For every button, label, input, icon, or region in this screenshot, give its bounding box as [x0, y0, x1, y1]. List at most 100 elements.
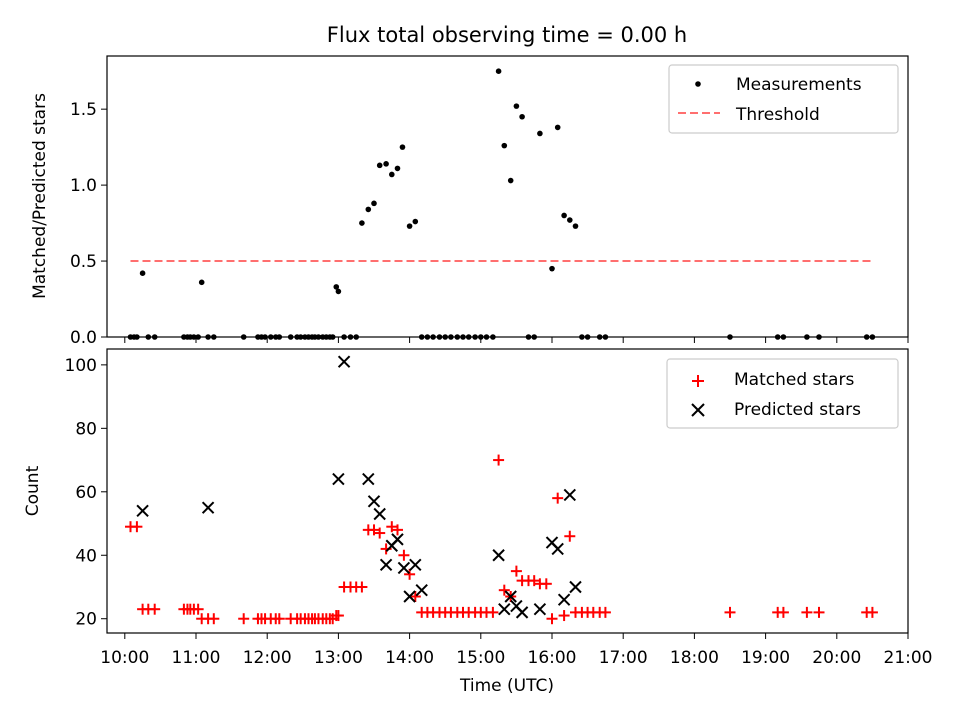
predicted-star-point: [332, 472, 345, 486]
legend-threshold-label: Threshold: [735, 105, 820, 125]
measurement-point: [139, 270, 146, 277]
predicted-star-point: [533, 602, 547, 616]
measurement-point: [376, 162, 383, 169]
legend-measurements-label: Measurements: [736, 75, 862, 95]
legend-matched-marker: [692, 375, 704, 387]
bottom-xtick-label: 14:00: [385, 648, 434, 668]
measurement-point: [567, 217, 573, 223]
bottom-xtick-label: 16:00: [528, 648, 577, 668]
predicted-star-point: [201, 501, 215, 514]
predicted-star-point: [362, 472, 375, 486]
measurement-point: [394, 165, 401, 172]
bottom-xtick-label: 13:00: [314, 648, 363, 668]
predicted-star-point: [415, 583, 428, 597]
matched-star-point: [498, 584, 510, 596]
bottom-y-axis-label: Count: [23, 465, 43, 516]
matched-star-point: [332, 610, 344, 622]
matched-star-point: [487, 606, 499, 618]
matched-star-point: [866, 606, 878, 618]
bottom-x-ticks: 10:00 11:00 12:00 13:00 14:00 15:00 16:00 17:00…: [100, 633, 933, 668]
measurement-point: [412, 218, 419, 225]
legend-matched-label: Matched stars: [734, 370, 854, 390]
top-ytick-label: 0.5: [70, 252, 97, 272]
matched-star-point: [208, 613, 220, 625]
bottom-xtick-label: 21:00: [884, 648, 933, 668]
top-y-ticks: 0.0 0.5 1.0 1.5: [70, 100, 107, 348]
matched-star-point: [374, 527, 386, 539]
predicted-star-point: [557, 593, 571, 606]
measurement-point: [549, 265, 555, 272]
predicted-star-point: [504, 590, 517, 603]
bottom-xtick-label: 12:00: [243, 648, 292, 668]
predicted-star-point: [136, 504, 149, 518]
matched-star-point: [238, 613, 250, 625]
predicted-star-point: [492, 549, 505, 562]
predicted-star-point: [367, 495, 381, 508]
bottom-xtick-label: 18:00: [670, 648, 719, 668]
bottom-x-axis-label: Time (UTC): [459, 676, 554, 696]
measurement-point: [335, 288, 342, 295]
matched-star-point: [386, 521, 398, 533]
measurement-point: [513, 103, 520, 109]
measurement-point: [359, 220, 365, 226]
measurement-point: [371, 200, 377, 207]
matched-star-point: [558, 610, 570, 622]
bottom-legend-box: [666, 358, 899, 429]
predicted-star-point: [498, 602, 511, 616]
predicted-star-point: [373, 507, 386, 521]
legend-predicted-label: Predicted stars: [734, 400, 861, 420]
measurement-point: [389, 171, 395, 178]
measurement-point: [406, 223, 413, 229]
top-axes-frame: [106, 55, 909, 338]
matched-star-point: [564, 530, 576, 542]
measurement-point: [507, 177, 514, 184]
bottom-legend: Matched stars Predicted stars: [666, 358, 899, 429]
top-ytick-label: 1.0: [70, 176, 97, 196]
bottom-ytick-label: 40: [75, 546, 97, 566]
bottom-ytick-label: 80: [75, 419, 97, 439]
matched-star-point: [540, 578, 552, 590]
measurement-point: [399, 144, 406, 150]
measurement-point: [519, 113, 525, 120]
legend-predicted-marker: [691, 403, 705, 417]
bottom-axes-frame: [106, 348, 909, 634]
matched-star-point: [510, 565, 522, 577]
measurement-point: [333, 284, 340, 290]
matched-star-point: [404, 568, 416, 580]
top-legend: Measurements Threshold: [668, 64, 899, 134]
predicted-star-point: [397, 561, 411, 575]
matched-star-point: [149, 603, 161, 615]
matched-star-point: [192, 603, 204, 615]
matched-star-point: [131, 521, 143, 533]
predicted-star-point: [379, 558, 393, 571]
bottom-ytick-label: 60: [75, 483, 97, 503]
measurement-point: [383, 161, 389, 167]
predicted-star-point: [515, 606, 529, 619]
matched-star-point: [391, 524, 403, 536]
bottom-xtick-label: 15:00: [456, 648, 505, 668]
predicted-star-point: [409, 558, 422, 571]
bottom-plot-area: [124, 355, 878, 625]
predicted-star-point: [551, 542, 564, 556]
bottom-xtick-label: 17:00: [599, 648, 648, 668]
matched-star-point: [801, 606, 813, 618]
measurement-point: [495, 68, 502, 74]
measurement-point: [572, 223, 579, 229]
top-ytick-label: 0.0: [70, 328, 97, 348]
bottom-y-ticks: 20 40 60 80 100: [65, 356, 107, 630]
matched-star-point: [813, 606, 825, 618]
matched-star-point: [724, 606, 736, 618]
matched-star-point: [552, 492, 564, 504]
matched-star-point: [777, 606, 789, 618]
matched-star-point: [356, 581, 368, 593]
bottom-xtick-label: 19:00: [741, 648, 790, 668]
measurement-point: [501, 142, 508, 149]
measurement-point: [554, 124, 561, 131]
predicted-star-point: [569, 580, 582, 594]
measurement-point: [198, 279, 205, 286]
measurement-point: [537, 130, 543, 137]
bottom-ytick-label: 20: [75, 610, 97, 630]
top-y-axis-label: Matched/Predicted stars: [30, 93, 50, 299]
matched-star-point: [599, 606, 611, 618]
